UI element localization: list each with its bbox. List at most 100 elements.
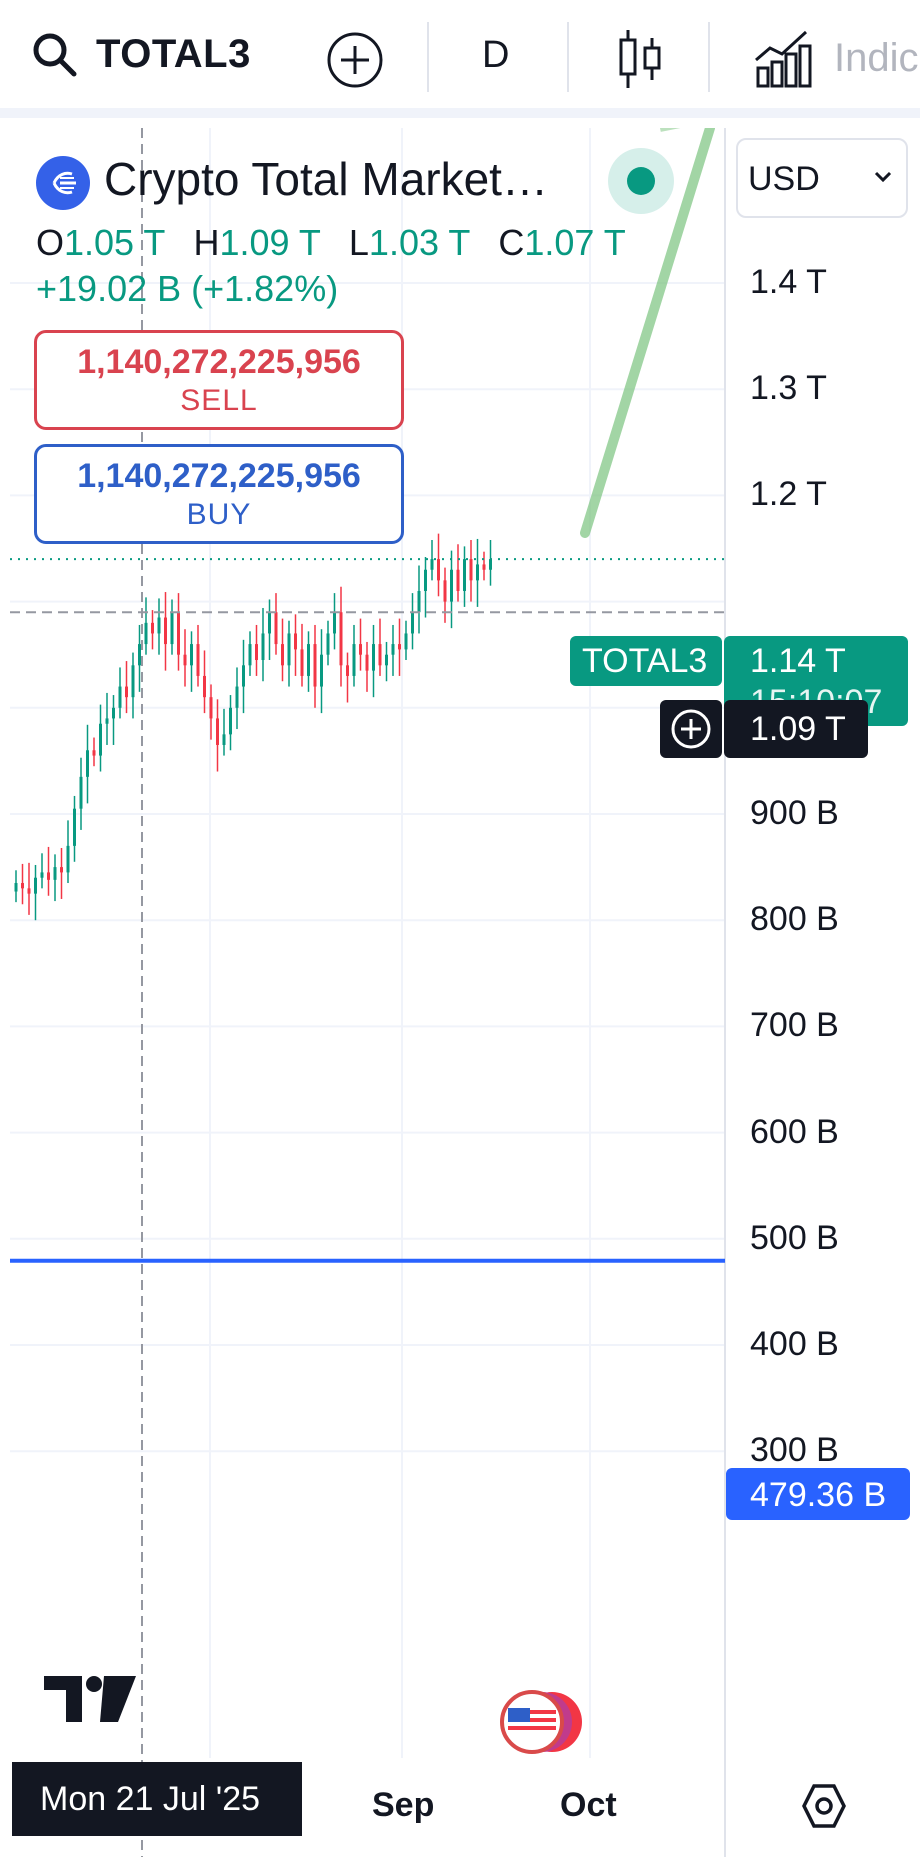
candle-body	[248, 644, 252, 666]
candle-body	[261, 633, 265, 661]
symbol-price-tag: TOTAL3	[570, 636, 722, 686]
price-change: +19.02 B (+1.82%)	[36, 268, 339, 309]
candle-body	[66, 845, 70, 873]
toolbar-divider	[567, 22, 569, 92]
candle-body	[430, 559, 434, 570]
candle-body	[73, 808, 76, 846]
price-axis-label: 600 B	[750, 1112, 839, 1151]
candle-body	[157, 617, 161, 634]
candle-body	[489, 559, 492, 570]
sell-button[interactable]: 1,140,272,225,956 SELL	[34, 330, 404, 430]
price-axis-label: 1.2 T	[750, 475, 827, 514]
candle-body	[99, 723, 102, 756]
candle-body	[281, 644, 284, 666]
candle-body	[326, 633, 330, 655]
candle-body	[190, 644, 193, 666]
candle-body	[92, 750, 96, 756]
crosshair-add-button[interactable]	[660, 700, 722, 758]
candle-body	[79, 776, 83, 809]
search-icon[interactable]	[30, 30, 80, 80]
candle-body	[105, 718, 109, 724]
settings-icon[interactable]	[800, 1782, 848, 1830]
candle-body	[482, 564, 486, 570]
candle-body	[235, 686, 239, 708]
indicators-icon[interactable]	[752, 28, 812, 88]
currency-value: USD	[748, 160, 820, 198]
candle-body	[118, 686, 122, 708]
plus-circle-icon	[671, 709, 711, 749]
interval-button[interactable]: D	[482, 34, 510, 76]
low-value: 1.03 T	[368, 222, 471, 263]
symbol-title: Crypto Total Market…	[104, 153, 548, 205]
candle-body	[14, 883, 18, 892]
open-label: O	[36, 222, 65, 263]
high-label: H	[193, 222, 220, 263]
candle-body	[27, 888, 31, 894]
price-axis-label: 800 B	[750, 900, 839, 939]
candle-body	[365, 654, 369, 671]
candle-body	[222, 734, 226, 745]
price-axis-label: 500 B	[750, 1218, 839, 1257]
toolbar-divider	[708, 22, 710, 92]
symbol-button[interactable]: TOTAL3	[96, 32, 251, 76]
close-label: C	[498, 222, 525, 263]
price-axis-label: 400 B	[750, 1325, 839, 1363]
candle-body	[53, 867, 57, 880]
price-axis-label: 1.4 T	[750, 263, 827, 301]
sell-price: 1,140,272,225,956	[77, 343, 361, 381]
candle-body	[463, 559, 466, 591]
candle-body	[300, 649, 304, 676]
ohlc-values: O1.05 T H1.09 T L1.03 T C1.07 T	[36, 222, 644, 264]
candles-icon[interactable]	[615, 28, 665, 90]
candle-body	[333, 612, 336, 634]
us-flag-icon[interactable]	[494, 1688, 590, 1756]
add-symbol-icon[interactable]	[325, 30, 385, 90]
price-axis-label: 700 B	[750, 1006, 839, 1045]
currency-select[interactable]: USD	[736, 138, 908, 218]
market-status-indicator[interactable]	[608, 148, 674, 214]
candle-body	[138, 644, 141, 666]
chevron-down-icon	[874, 171, 892, 183]
horizontal-line-price-tag[interactable]: 479.36 B	[726, 1468, 910, 1520]
candle-body	[313, 644, 317, 687]
crypto-logo-icon	[36, 156, 90, 210]
candle-body	[287, 633, 291, 666]
low-label: L	[348, 222, 369, 263]
candle-body	[417, 590, 421, 613]
candle-body	[437, 559, 440, 581]
candle-body	[404, 633, 408, 650]
candle-body	[346, 665, 349, 676]
buy-price: 1,140,272,225,956	[77, 457, 361, 495]
candle-body	[385, 654, 388, 666]
candle-body	[183, 654, 187, 666]
price-axis-label: 300 B	[750, 1431, 839, 1470]
candle-body	[209, 697, 213, 719]
candle-body	[144, 622, 148, 645]
toolbar-divider	[427, 22, 429, 92]
candle-body	[339, 612, 343, 666]
candle-body	[112, 707, 115, 719]
candle-body	[352, 644, 356, 676]
candle-body	[372, 644, 375, 671]
candle-body	[294, 633, 297, 650]
buy-label: BUY	[186, 498, 252, 531]
indicators-label[interactable]: Indic	[834, 36, 919, 80]
candle-body	[469, 559, 473, 581]
candle-body	[196, 644, 200, 676]
close-value: 1.07 T	[524, 222, 626, 263]
candle-body	[242, 665, 245, 687]
candle-body	[164, 617, 167, 645]
tradingview-logo-icon[interactable]	[44, 1676, 136, 1726]
candle-body	[151, 622, 154, 634]
candle-body	[274, 612, 278, 645]
candle-body	[450, 569, 453, 602]
time-axis-label-oct: Oct	[560, 1786, 617, 1824]
buy-button[interactable]: 1,140,272,225,956 BUY	[34, 444, 404, 544]
candle-body	[125, 686, 128, 698]
candle-body	[359, 644, 362, 655]
candle-body	[307, 644, 310, 676]
candle-body	[34, 877, 37, 894]
candle-body	[320, 654, 323, 687]
market-open-dot	[627, 167, 655, 195]
price-axis-label: 1.3 T	[750, 369, 827, 408]
